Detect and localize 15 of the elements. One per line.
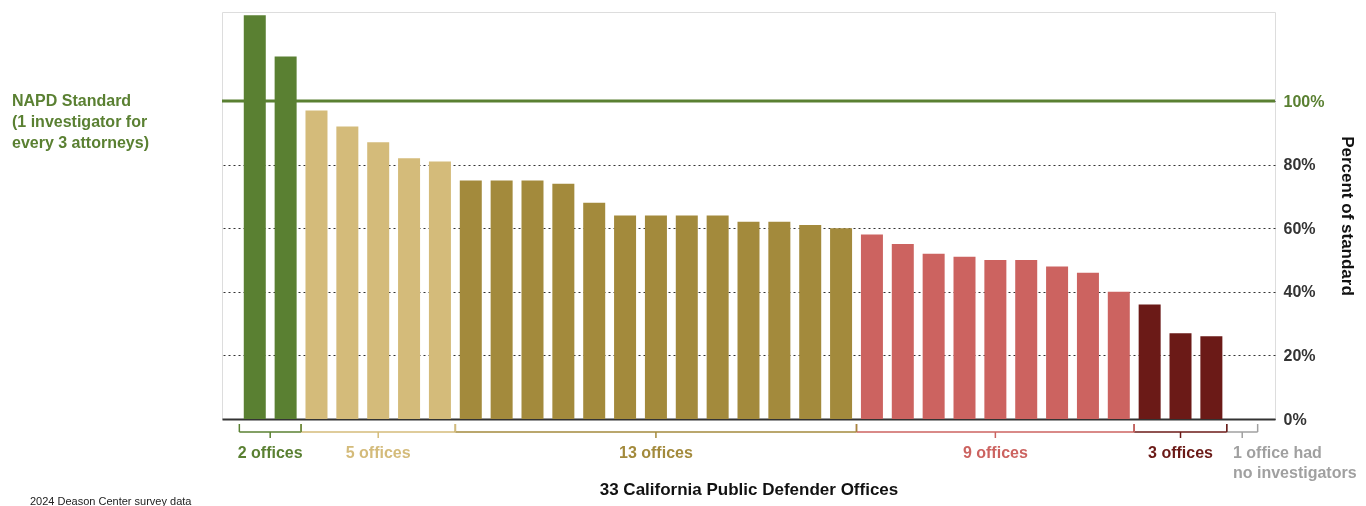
text: 1 office had no investigators (1232, 444, 1357, 481)
y-tick-label: 60% (1283, 219, 1316, 237)
text: 13 offices (619, 444, 693, 461)
x-axis-title: 33 California Public Defender Offices (599, 479, 899, 499)
text: 3 offices (1148, 444, 1214, 461)
y-tick-label: 80% (1283, 156, 1316, 174)
text: 2 offices (237, 444, 303, 461)
y-tick-label: 20% (1283, 346, 1316, 364)
y-tick-label: 0% (1283, 410, 1307, 428)
text: 5 offices (345, 444, 411, 461)
y-axis-title: Percent of standard (1338, 136, 1358, 296)
y-tick-label: 100% (1283, 92, 1325, 110)
ref-line-label: NAPD Standard (1 investigator for every 3 attorneys) (12, 92, 149, 152)
y-tick-label: 40% (1283, 283, 1316, 301)
text: 9 offices (962, 444, 1028, 461)
